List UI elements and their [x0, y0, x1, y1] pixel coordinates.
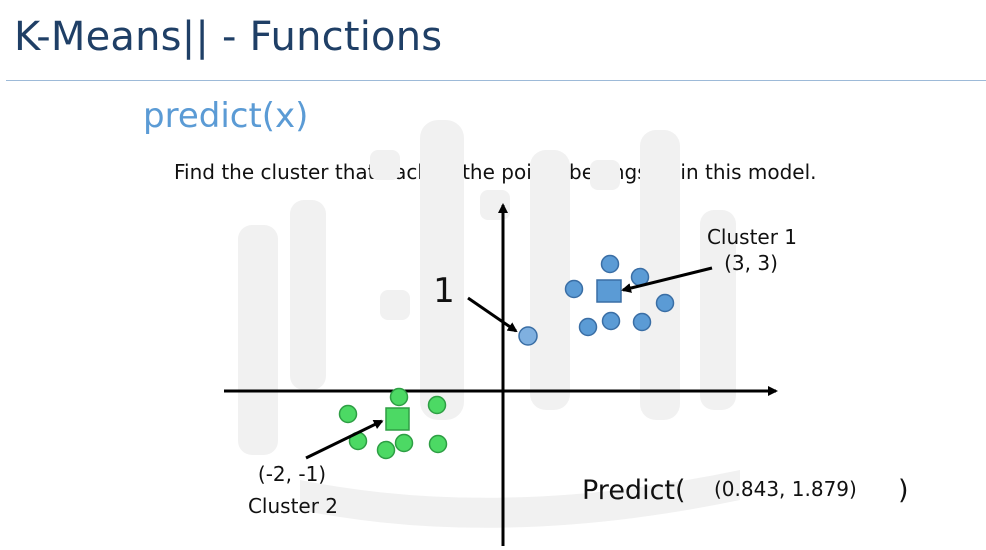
cluster-2-point — [338, 404, 358, 424]
predict-call-argument: (0.843, 1.879) — [714, 477, 857, 501]
cluster-1-center-label: (3, 3) — [724, 251, 778, 275]
cluster-2-point — [376, 440, 396, 460]
cluster-1-pointer-arrow — [621, 266, 713, 293]
title-divider — [6, 80, 986, 81]
cluster-1-centroid — [596, 279, 622, 303]
predict-call-prefix: Predict( — [582, 475, 686, 506]
cluster-1-point — [578, 317, 598, 337]
cluster-1-point — [600, 254, 620, 274]
prediction-result-label: 1 — [433, 271, 455, 311]
cluster-2-center-label: (-2, -1) — [258, 462, 326, 486]
cluster-1-point — [655, 293, 675, 313]
query-point — [518, 326, 538, 346]
cluster-2-centroid — [385, 407, 410, 431]
cluster-2-point — [394, 433, 414, 453]
background-watermark — [238, 120, 740, 528]
cluster-1-point — [564, 279, 584, 299]
function-name: predict(x) — [143, 96, 309, 136]
cluster-1-point — [601, 311, 621, 331]
predict-call-suffix: ) — [898, 475, 909, 506]
cluster-2-point — [428, 434, 448, 454]
function-description: Find the cluster that each of the points… — [174, 160, 817, 184]
cluster-2-point — [389, 387, 409, 407]
cluster-1-name-label: Cluster 1 — [707, 225, 797, 249]
cluster-1-point — [632, 312, 652, 332]
cluster-2-name-label: Cluster 2 — [248, 494, 338, 518]
slide-title: K-Means|| - Functions — [14, 14, 443, 60]
prediction-pointer-arrow — [467, 296, 518, 333]
cluster-2-points — [338, 387, 448, 460]
axes — [224, 203, 778, 546]
cluster-2-pointer-arrow — [305, 419, 384, 460]
cluster-2-point — [427, 395, 447, 415]
